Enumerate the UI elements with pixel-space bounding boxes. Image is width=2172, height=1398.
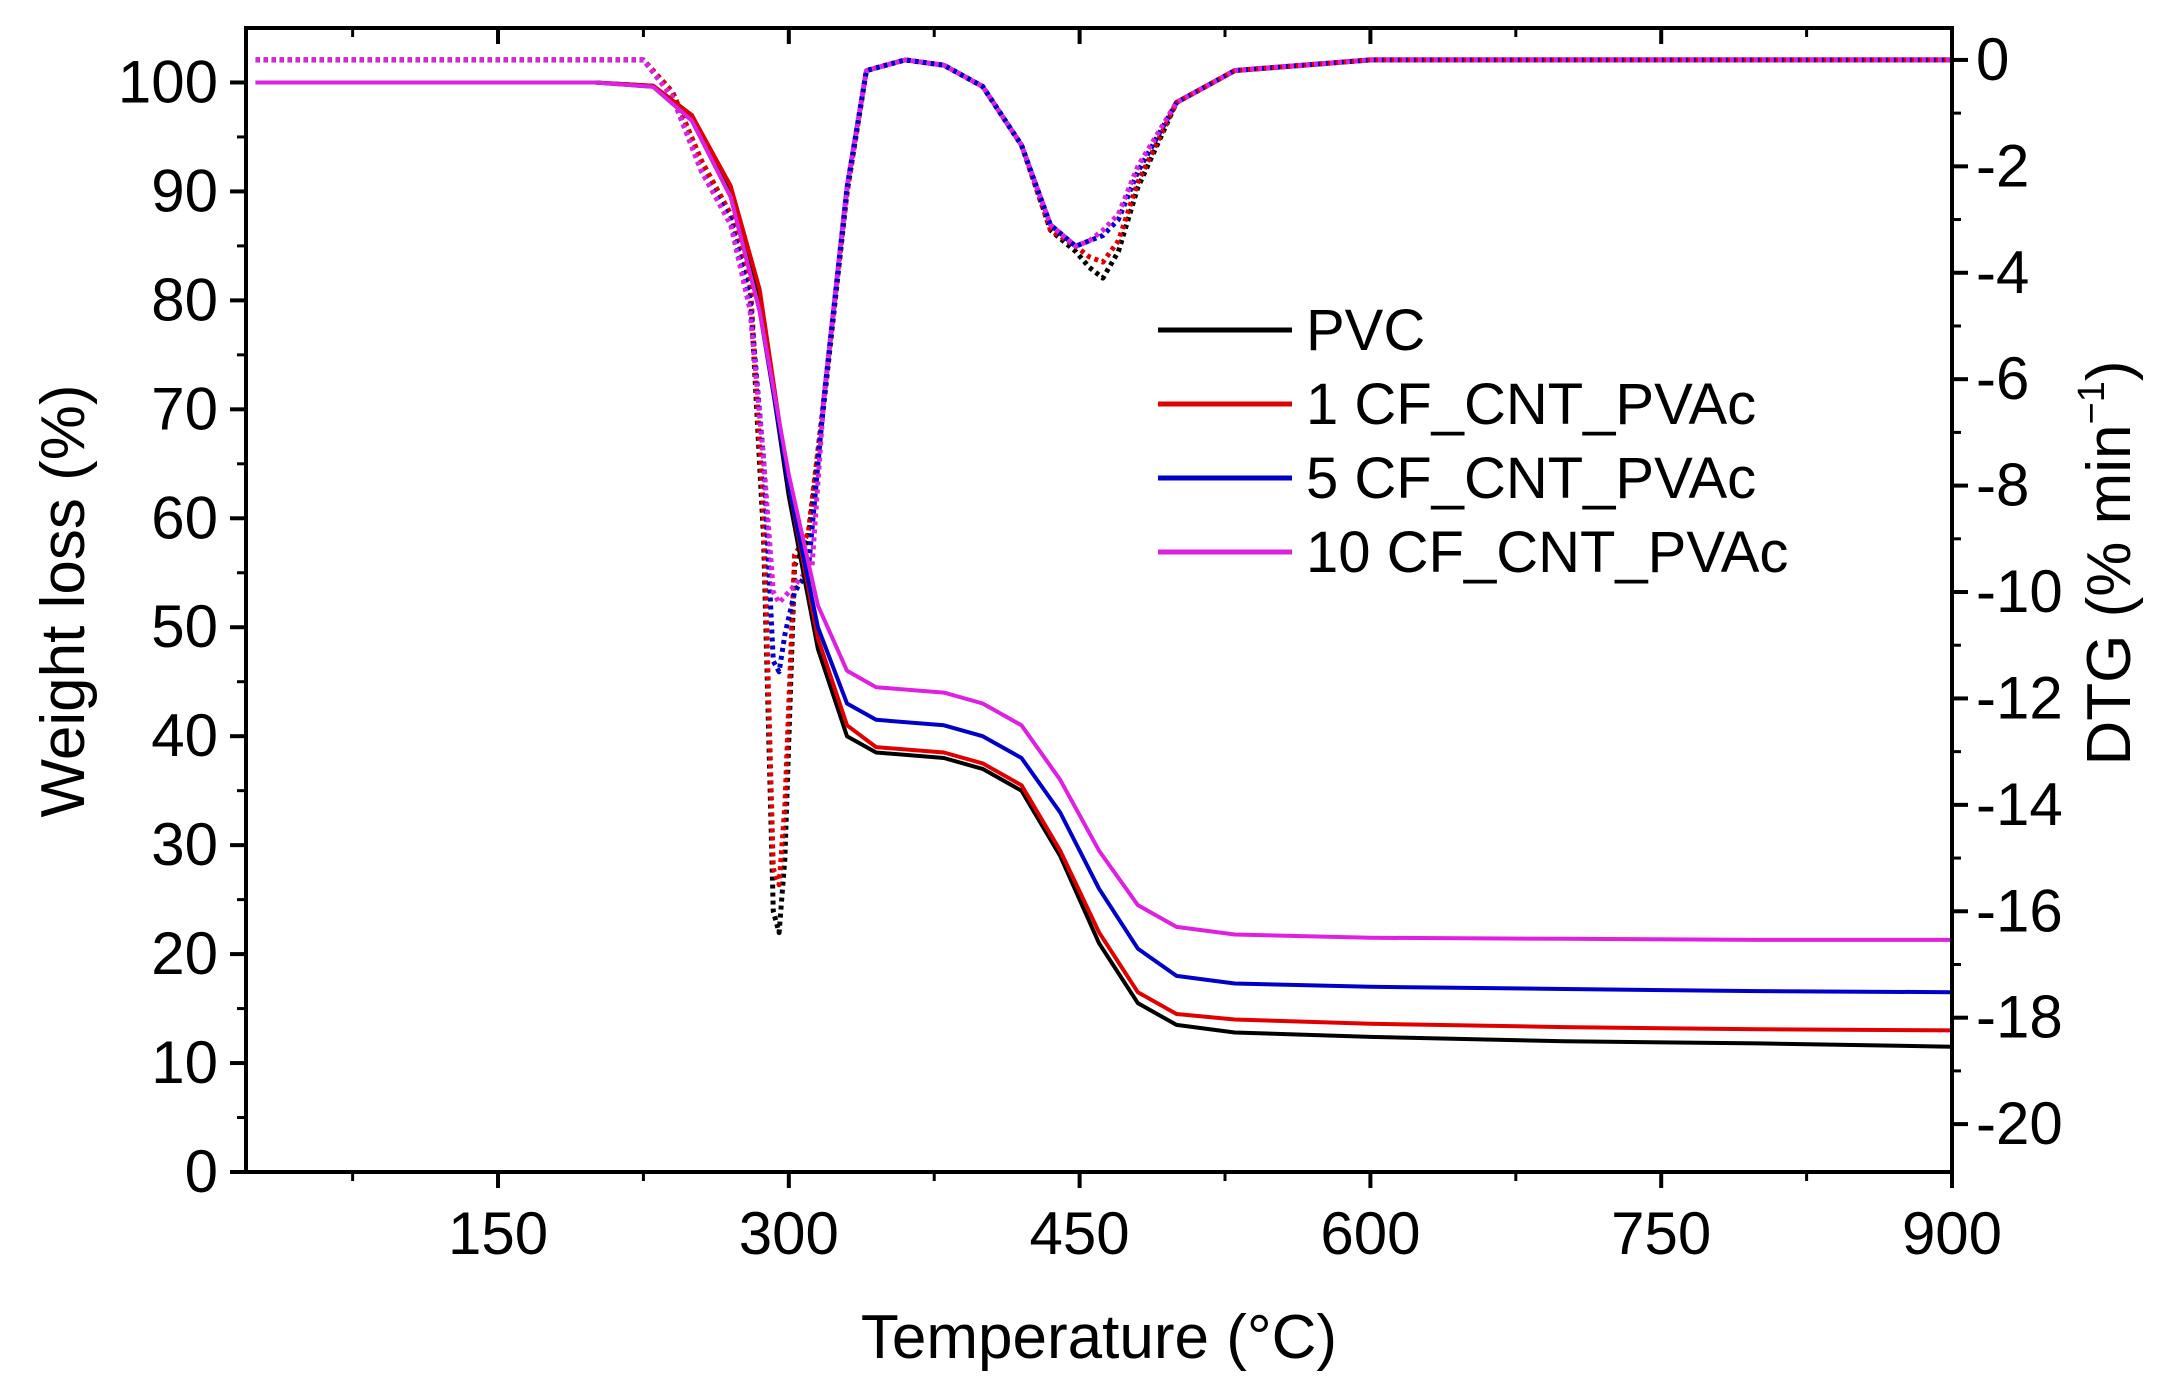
legend-label-5-cf-cnt-pvac: 5 CF_CNT_PVAc — [1306, 446, 1756, 511]
y-tick-label: 70 — [151, 375, 218, 442]
y-tick-label: 10 — [151, 1029, 218, 1096]
y-axis-title: Weight loss (%) — [29, 385, 98, 818]
y2-tick-label: -4 — [1976, 239, 2029, 306]
axes: 150 300 450 600 750 900 0 10 20 30 40 50 60 70 80 90 100… — [118, 26, 2063, 1267]
y2-tick-label: -14 — [1976, 771, 2063, 838]
y2-tick-label: -2 — [1976, 132, 2029, 199]
y-tick-label: 80 — [151, 266, 218, 333]
y-tick-label: 30 — [151, 811, 218, 878]
y-tick-label: 60 — [151, 484, 218, 551]
y-tick-label: 0 — [185, 1138, 218, 1205]
legend: PVC 1 CF_CNT_PVAc 5 CF_CNT_PVAc 10 CF_CNT_P… — [1158, 298, 1788, 585]
x-tick-label: 750 — [1611, 1200, 1711, 1267]
y2-tick-label: -18 — [1976, 984, 2063, 1051]
y-tick-label: 50 — [151, 593, 218, 660]
y2-axis-title: DTG (% min−1) — [2071, 361, 2144, 766]
y-tick-label: 90 — [151, 157, 218, 224]
dtg-line-1-cf-cnt-pvac — [255, 57, 1952, 888]
y2-axis-title-main: DTG (% min — [2075, 424, 2144, 765]
y2-tick-label: -16 — [1976, 877, 2063, 944]
x-axis-title: Temperature (°C) — [861, 1303, 1337, 1372]
plot-frame — [244, 26, 1954, 1174]
x-tick-label: 300 — [739, 1200, 839, 1267]
legend-label-1-cf-cnt-pvac: 1 CF_CNT_PVAc — [1306, 372, 1756, 437]
tg-line-10-cf-cnt-pvac — [255, 80, 1952, 942]
y2-tick-label: 0 — [1976, 26, 2009, 93]
tg-line-1-cf-cnt-pvac — [255, 80, 1952, 1033]
dtg-curves — [255, 57, 1952, 936]
x-tick-label: 150 — [448, 1200, 548, 1267]
y2-tick-label: -8 — [1976, 452, 2029, 519]
y2-axis-title-end: ) — [2075, 361, 2144, 382]
y2-tick-label: -12 — [1976, 664, 2063, 731]
y2-tick-label: -10 — [1976, 558, 2063, 625]
legend-label-10-cf-cnt-pvac: 10 CF_CNT_PVAc — [1306, 520, 1788, 585]
x-tick-label: 900 — [1902, 1200, 2002, 1267]
x-tick-label: 600 — [1320, 1200, 1420, 1267]
y2-tick-label: -20 — [1976, 1090, 2063, 1157]
y2-axis-title-superscript: −1 — [2071, 381, 2113, 424]
y2-tick-label: -6 — [1976, 345, 2029, 412]
dtg-line-10-cf-cnt-pvac — [255, 57, 1952, 606]
tg-curves — [255, 80, 1952, 1049]
y-tick-label: 20 — [151, 920, 218, 987]
y-tick-label: 100 — [118, 48, 218, 115]
legend-label-pvc: PVC — [1306, 298, 1425, 363]
x-tick-label: 450 — [1030, 1200, 1130, 1267]
y-tick-label: 40 — [151, 702, 218, 769]
